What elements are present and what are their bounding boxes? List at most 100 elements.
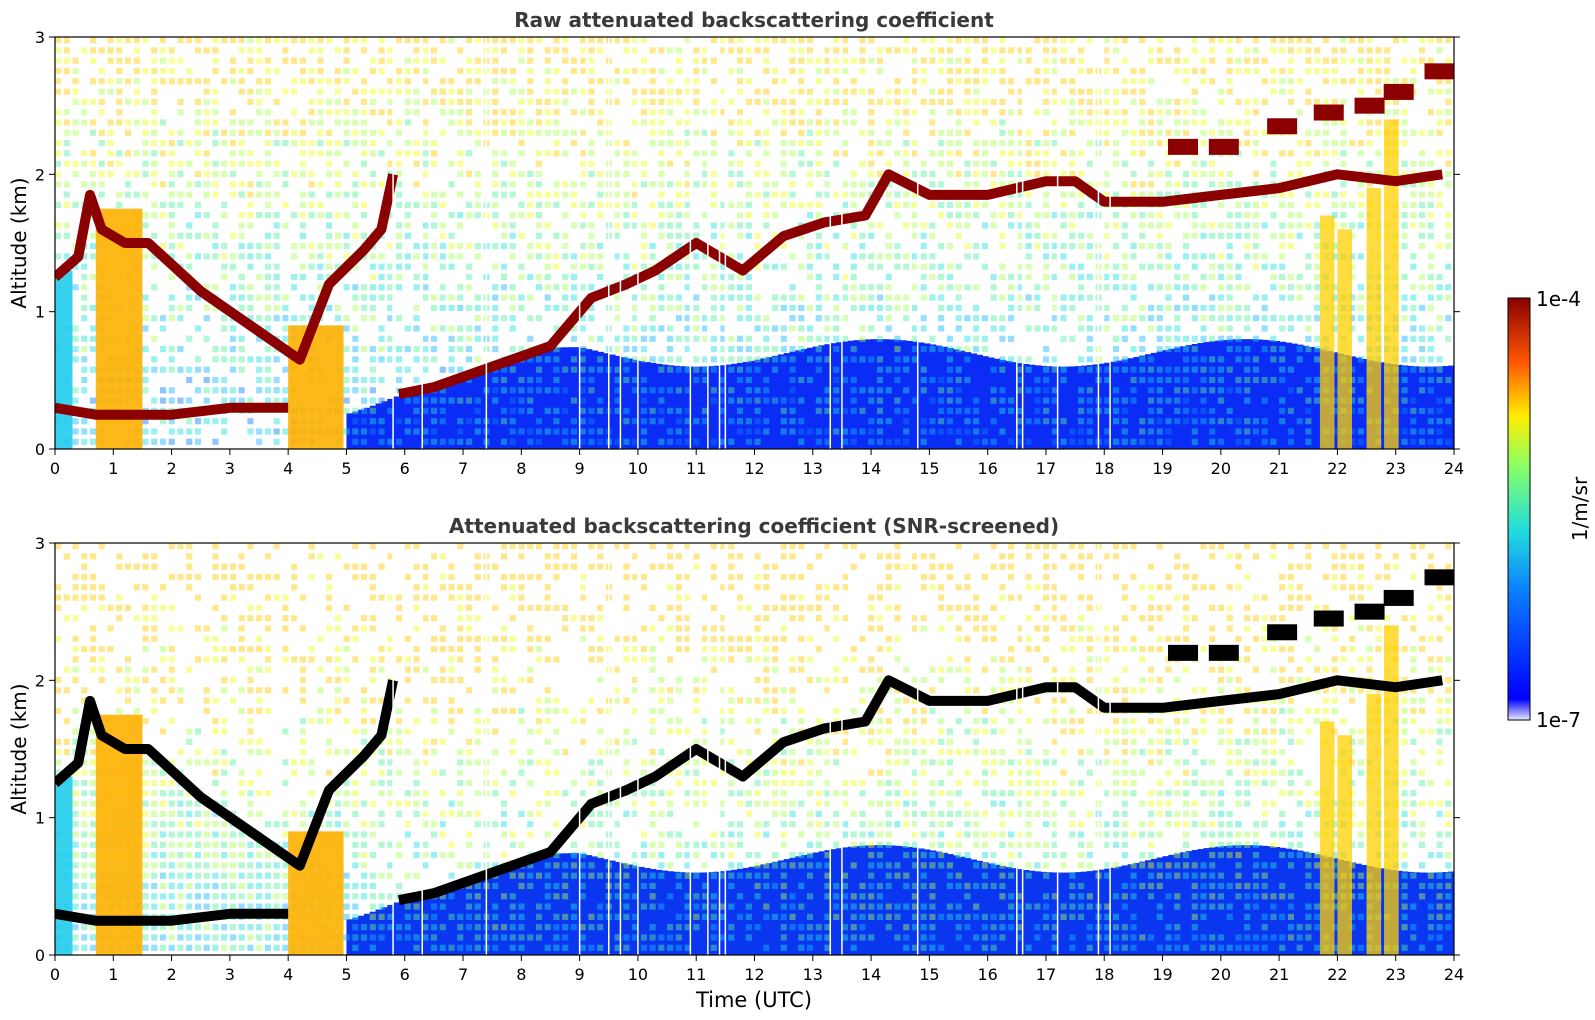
noise-cell: [579, 397, 586, 404]
noise-cell: [1182, 407, 1190, 414]
noise-cell: [63, 67, 70, 75]
noise-cell: [710, 191, 717, 198]
noise-cell: [737, 212, 744, 219]
noise-cell: [876, 428, 884, 435]
noise-cell: [1130, 191, 1137, 198]
noise-cell: [1174, 119, 1181, 126]
noise-cell: [588, 37, 595, 44]
noise-cell: [911, 78, 919, 85]
noise-cell: [929, 109, 936, 116]
noise-cell: [343, 284, 350, 291]
noise-cell: [1235, 37, 1242, 44]
noise-cell: [719, 304, 726, 311]
noise-cell: [142, 37, 149, 44]
noise-cell: [1043, 160, 1050, 167]
noise-cell: [238, 47, 245, 54]
noise-cell: [81, 294, 88, 301]
noise-cell: [1200, 119, 1207, 126]
noise-cell: [745, 140, 752, 147]
noise-cell: [221, 397, 228, 404]
noise-cell: [1078, 88, 1085, 95]
noise-cell: [728, 201, 735, 208]
noise-cell: [562, 150, 569, 157]
noise-cell: [789, 47, 796, 54]
boundary-layer-cell: [1249, 339, 1257, 449]
noise-cell: [194, 253, 202, 260]
boundary-layer-cell: [766, 357, 773, 449]
noise-cell: [159, 438, 167, 445]
boundary-layer-cell: [1156, 351, 1164, 449]
noise-cell: [1165, 57, 1172, 64]
noise-cell: [89, 831, 97, 838]
noise-cell: [938, 387, 945, 394]
noise-cell: [1366, 160, 1373, 167]
noise-cell: [579, 418, 586, 425]
noise-cell: [1182, 57, 1190, 64]
noise-cell: [194, 232, 202, 239]
noise-cell: [579, 160, 586, 167]
boundary-layer-cell: [812, 346, 820, 449]
noise-cell: [1182, 284, 1190, 291]
noise-cell: [667, 304, 674, 311]
noise-cell: [1156, 57, 1163, 64]
boundary-layer-cell: [1063, 872, 1071, 955]
noise-cell: [588, 335, 595, 342]
boundary-layer-cell: [1168, 854, 1176, 955]
noise-cell: [1104, 170, 1111, 178]
noise-cell: [457, 170, 464, 178]
noise-cell: [754, 438, 761, 445]
noise-cell: [186, 232, 193, 239]
noise-cell: [1445, 212, 1452, 219]
noise-cell: [702, 325, 709, 332]
noise-cell: [745, 366, 752, 373]
noise-cell: [693, 325, 700, 332]
noise-cell: [1174, 273, 1181, 281]
noise-cell: [1331, 325, 1338, 332]
noise-cell: [1279, 346, 1286, 353]
boundary-layer-cell: [1174, 347, 1182, 449]
noise-cell: [334, 304, 341, 311]
noise-cell: [1112, 397, 1120, 404]
noise-cell: [457, 119, 464, 126]
noise-cell: [89, 243, 97, 250]
noise-cell: [1445, 170, 1452, 178]
boundary-layer-cell: [591, 856, 599, 955]
noise-cell: [780, 119, 787, 126]
noise-cell: [72, 387, 79, 394]
noise-cell: [806, 273, 814, 281]
noise-cell: [614, 212, 621, 219]
noise-cell: [1051, 67, 1058, 75]
boundary-layer-cell: [789, 351, 797, 449]
noise-cell: [1165, 191, 1172, 198]
noise-cell: [1427, 273, 1434, 281]
noise-cell: [1209, 418, 1216, 425]
noise-cell: [1226, 47, 1233, 54]
boundary-layer-cell: [917, 342, 925, 449]
noise-cell: [98, 181, 105, 188]
noise-cell: [999, 119, 1006, 126]
noise-cell: [1200, 387, 1207, 394]
noise-cell: [1314, 263, 1321, 270]
noise-cell: [763, 315, 770, 322]
noise-cell: [247, 243, 254, 250]
noise-cell: [780, 150, 787, 157]
noise-cell: [247, 263, 254, 270]
noise-cell: [1130, 98, 1137, 105]
noise-cell: [256, 294, 263, 301]
noise-cell: [361, 387, 368, 394]
noise-cell: [1060, 170, 1067, 178]
noise-cell: [824, 67, 831, 75]
noise-cell: [1244, 232, 1251, 239]
noise-cell: [238, 294, 245, 301]
noise-cell: [1086, 253, 1093, 260]
noise-cell: [1427, 346, 1434, 353]
noise-cell: [1235, 387, 1242, 394]
noise-cell: [990, 222, 997, 229]
noise-cell: [1016, 109, 1023, 116]
noise-cell: [474, 129, 481, 136]
noise-cell: [1156, 366, 1163, 373]
noise-cell: [98, 604, 105, 611]
noise-cell: [396, 170, 403, 178]
noise-cell: [334, 78, 341, 85]
